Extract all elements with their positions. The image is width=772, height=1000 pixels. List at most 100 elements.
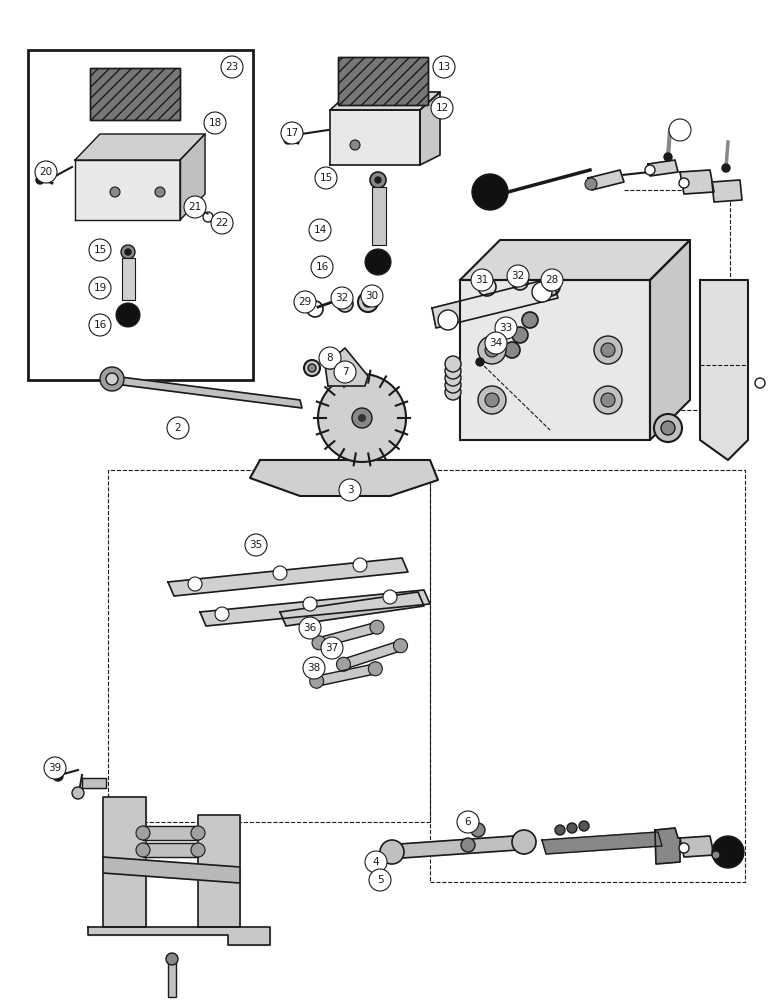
Circle shape <box>89 239 111 261</box>
Circle shape <box>106 373 118 385</box>
Circle shape <box>191 826 205 840</box>
Polygon shape <box>143 843 198 857</box>
Circle shape <box>512 327 528 343</box>
Text: 14: 14 <box>313 225 327 235</box>
Text: 20: 20 <box>39 167 52 177</box>
Circle shape <box>315 167 337 189</box>
Polygon shape <box>250 460 438 496</box>
Circle shape <box>365 249 391 275</box>
Circle shape <box>337 657 350 671</box>
Polygon shape <box>200 590 430 626</box>
Polygon shape <box>680 836 714 857</box>
Bar <box>372 187 386 245</box>
Circle shape <box>431 97 453 119</box>
Text: 7: 7 <box>342 367 348 377</box>
Circle shape <box>594 336 622 364</box>
Polygon shape <box>318 374 406 462</box>
Circle shape <box>211 212 233 234</box>
Circle shape <box>191 843 205 857</box>
Polygon shape <box>316 664 377 686</box>
Circle shape <box>337 296 353 312</box>
Circle shape <box>472 174 508 210</box>
Circle shape <box>304 360 320 376</box>
Circle shape <box>383 590 397 604</box>
Circle shape <box>541 269 563 291</box>
Circle shape <box>116 303 140 327</box>
Circle shape <box>712 851 720 859</box>
Circle shape <box>213 220 223 230</box>
Polygon shape <box>330 92 440 110</box>
Circle shape <box>36 176 44 184</box>
Polygon shape <box>330 110 420 165</box>
Circle shape <box>308 364 316 372</box>
Polygon shape <box>280 592 424 626</box>
Circle shape <box>445 370 461 386</box>
Polygon shape <box>460 240 690 280</box>
Circle shape <box>555 825 565 835</box>
Circle shape <box>35 161 57 183</box>
Circle shape <box>512 274 528 290</box>
Text: 6: 6 <box>465 817 472 827</box>
Circle shape <box>679 178 689 188</box>
Circle shape <box>319 347 341 369</box>
Circle shape <box>204 112 226 134</box>
Text: 29: 29 <box>298 297 312 307</box>
Circle shape <box>358 292 378 312</box>
Circle shape <box>485 393 499 407</box>
Circle shape <box>167 417 189 439</box>
Circle shape <box>654 414 682 442</box>
Circle shape <box>281 122 303 144</box>
Polygon shape <box>420 92 440 165</box>
Circle shape <box>166 953 178 965</box>
Circle shape <box>664 153 672 161</box>
Text: 22: 22 <box>215 218 229 228</box>
Polygon shape <box>325 348 368 386</box>
Circle shape <box>361 285 383 307</box>
Circle shape <box>245 534 267 556</box>
Circle shape <box>303 597 317 611</box>
Circle shape <box>110 187 120 197</box>
Polygon shape <box>655 828 680 864</box>
Circle shape <box>215 607 229 621</box>
Polygon shape <box>198 815 240 927</box>
Circle shape <box>445 384 461 400</box>
Circle shape <box>311 256 333 278</box>
Circle shape <box>512 830 536 854</box>
Circle shape <box>121 245 135 259</box>
Text: 2: 2 <box>174 423 181 433</box>
Polygon shape <box>105 375 302 408</box>
Circle shape <box>478 386 506 414</box>
Circle shape <box>299 617 321 639</box>
Text: 32: 32 <box>511 271 525 281</box>
Circle shape <box>394 639 408 653</box>
Circle shape <box>601 393 615 407</box>
Polygon shape <box>143 826 198 840</box>
Circle shape <box>540 276 560 296</box>
Circle shape <box>352 408 372 428</box>
Circle shape <box>433 56 455 78</box>
Polygon shape <box>650 240 690 440</box>
Circle shape <box>312 636 326 650</box>
Circle shape <box>661 421 675 435</box>
Bar <box>168 957 176 997</box>
Circle shape <box>310 674 323 688</box>
Text: 35: 35 <box>249 540 262 550</box>
Polygon shape <box>103 857 240 883</box>
Circle shape <box>712 836 744 868</box>
Circle shape <box>495 317 517 339</box>
Circle shape <box>507 265 529 287</box>
Polygon shape <box>542 832 662 854</box>
Circle shape <box>339 479 361 501</box>
Circle shape <box>100 367 124 391</box>
Bar <box>28 50 253 380</box>
Text: 28: 28 <box>545 275 559 285</box>
Circle shape <box>485 343 499 357</box>
Text: 16: 16 <box>93 320 107 330</box>
Text: 38: 38 <box>307 663 320 673</box>
Circle shape <box>645 165 655 175</box>
Bar <box>90 68 180 120</box>
Circle shape <box>375 177 381 183</box>
Circle shape <box>380 840 404 864</box>
Circle shape <box>722 164 730 172</box>
Circle shape <box>184 196 206 218</box>
